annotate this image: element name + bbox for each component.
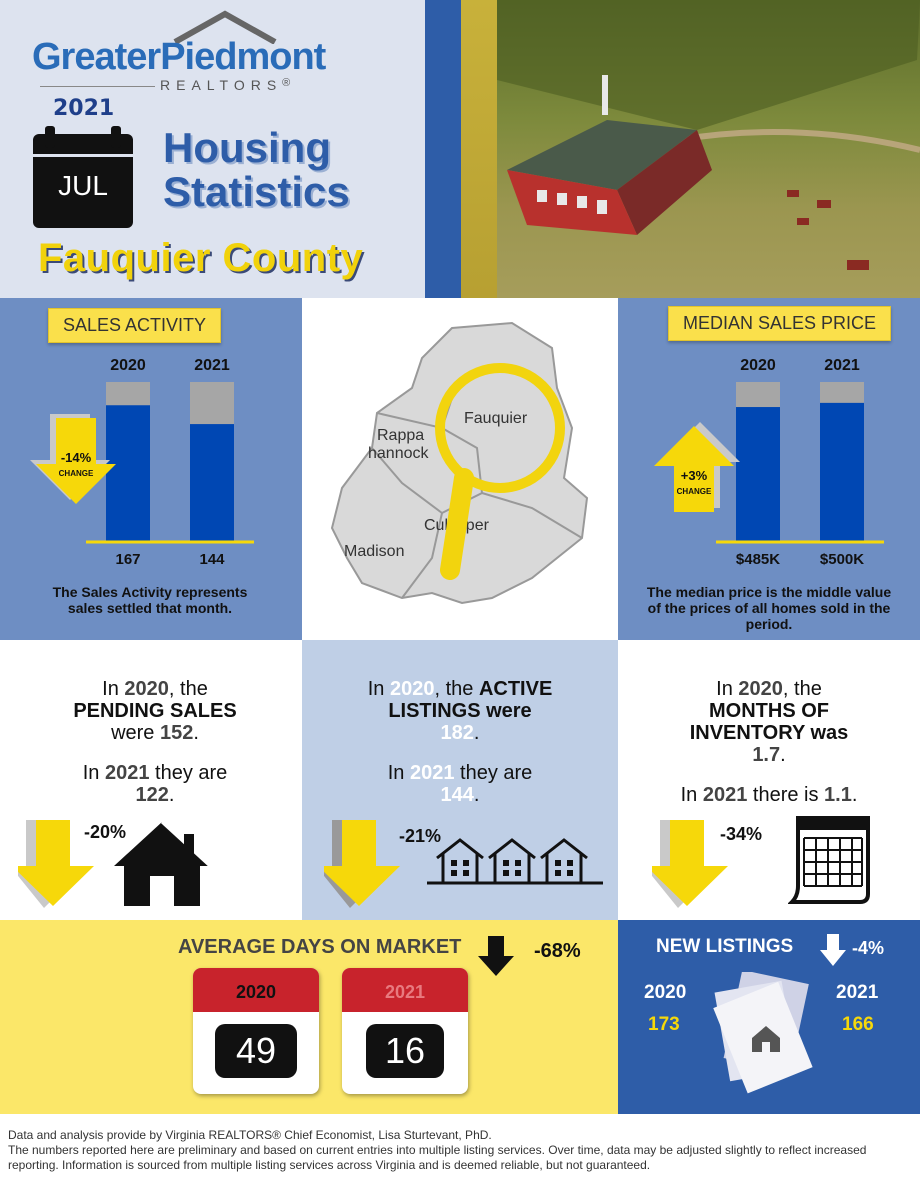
logo-subtitle: REALTORS®	[160, 77, 291, 93]
sales-activity-chart: 2020 167 2021 144 -14% CHANGE	[30, 357, 254, 568]
county-name: Fauquier County	[38, 236, 364, 280]
active-listings-change: -21%	[399, 826, 442, 846]
new-listings-year-2020: 2020	[644, 982, 687, 1003]
map-label-madison: Madison	[344, 543, 404, 560]
sales-activity-tag: SALES ACTIVITY	[48, 308, 222, 343]
map-label-rappahannock: Rappa hannock	[368, 427, 429, 462]
months-inventory-change: -34%	[720, 824, 763, 844]
barn-illustration	[497, 0, 920, 270]
calendar-grid-icon	[788, 816, 870, 904]
logo-divider	[40, 86, 155, 87]
new-listings-panel: NEW LISTINGS -4% 2020 173 2021 166	[618, 920, 920, 1114]
pending-sales-change: -20%	[84, 822, 127, 842]
documents-icon	[713, 972, 813, 1094]
header-blue-stripe	[425, 0, 461, 298]
logo-text: GreaterPiedmont	[32, 36, 326, 78]
median-price-chart: 2020 $485K 2021 $500K +3% CHANGE	[654, 357, 884, 568]
days-on-market-panel: AVERAGE DAYS ON MARKET -68% 2020 49 2021…	[0, 920, 618, 1114]
bar-value-label: $485K	[736, 551, 780, 568]
down-arrow-icon	[30, 414, 116, 504]
new-listings-title: NEW LISTINGS	[656, 936, 794, 957]
down-arrow-icon	[478, 936, 514, 976]
calendar-2021-card: 2021 16	[342, 968, 468, 1094]
median-price-description: The median price is the middle value of …	[646, 584, 892, 632]
bar-2020	[736, 407, 780, 542]
footer-disclaimer: Data and analysis provide by Virginia RE…	[8, 1128, 912, 1173]
dom-value-2021: 16	[366, 1024, 444, 1078]
bar-value-label: $500K	[820, 551, 864, 568]
bar-year-label: 2021	[194, 357, 230, 374]
sales-activity-description: The Sales Activity represents sales sett…	[52, 584, 248, 616]
up-arrow-icon	[654, 422, 740, 512]
bar-2021	[820, 402, 864, 542]
footer-credit: Data and analysis provide by Virginia RE…	[8, 1128, 492, 1142]
active-listings-panel: In 2020, the ACTIVE LISTINGS were 182. I…	[302, 640, 618, 920]
bar-2021	[190, 424, 234, 542]
change-percent: +3%	[681, 468, 708, 483]
median-price-panel: MEDIAN SALES PRICE 2020 $485K 2021 $500K +3%…	[618, 298, 920, 640]
down-arrow-icon	[324, 820, 400, 908]
bar-year-label: 2020	[740, 357, 776, 374]
header-gold-stripe	[461, 0, 497, 298]
median-price-tag: MEDIAN SALES PRICE	[668, 306, 892, 341]
down-arrow-icon	[820, 934, 846, 966]
calendar-2020-card: 2020 49	[193, 968, 319, 1094]
sales-activity-panel: SALES ACTIVITY 2020 167 2021 144 -14% CHANGE …	[0, 298, 302, 640]
bar-value-label: 144	[199, 551, 225, 568]
footer-note: The numbers reported here are preliminar…	[8, 1143, 867, 1172]
change-percent: -14%	[61, 450, 92, 465]
days-on-market-change: -68%	[534, 940, 581, 962]
magnifier-icon	[435, 363, 565, 580]
dom-year-2020: 2020	[235, 982, 277, 1002]
new-listings-year-2021: 2021	[836, 982, 879, 1003]
days-on-market-title: AVERAGE DAYS ON MARKET	[178, 936, 462, 958]
active-listings-text: In 2020, the ACTIVE LISTINGS were 182. I…	[367, 678, 553, 806]
months-inventory-text: In 2020, the MONTHS OF INVENTORY was 1.7…	[680, 678, 858, 806]
month-label: JUL	[58, 170, 108, 201]
house-icon	[114, 820, 212, 906]
new-listings-value-2021: 166	[842, 1014, 874, 1035]
bar-2020	[106, 405, 150, 542]
new-listings-change: -4%	[852, 938, 885, 958]
pending-sales-text: In 2020, the PENDING SALES were 152. In …	[73, 678, 237, 806]
houses-row-icon	[427, 838, 603, 885]
change-label: CHANGE	[59, 469, 94, 478]
bar-value-label: 167	[115, 551, 140, 568]
down-arrow-icon	[652, 820, 728, 908]
months-inventory-panel: In 2020, the MONTHS OF INVENTORY was 1.7…	[618, 640, 920, 920]
change-label: CHANGE	[677, 487, 712, 496]
page-title: Housing Statistics	[163, 124, 350, 215]
new-listings-value-2020: 173	[648, 1014, 680, 1035]
roof-logo-icon	[173, 10, 277, 44]
farm-photo	[497, 0, 920, 298]
calendar-icon: JUL	[33, 126, 133, 228]
bar-year-label: 2021	[824, 357, 860, 374]
dom-value-2020: 49	[215, 1024, 297, 1078]
dom-year-2021: 2021	[384, 982, 426, 1002]
map-label-fauquier: Fauquier	[464, 410, 528, 427]
header-banner: GreaterPiedmont REALTORS® 2021 JUL Housi…	[0, 0, 920, 298]
report-year: 2021	[53, 96, 115, 121]
pending-sales-panel: In 2020, the PENDING SALES were 152. In …	[0, 640, 302, 920]
down-arrow-icon	[18, 820, 94, 908]
bar-year-label: 2020	[110, 357, 146, 374]
